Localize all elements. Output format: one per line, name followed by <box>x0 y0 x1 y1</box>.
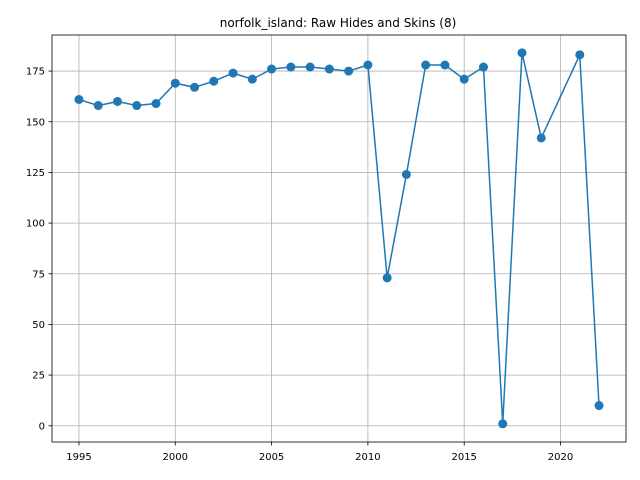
y-tick-label: 75 <box>32 269 45 280</box>
data-point <box>498 419 508 429</box>
axes: 1995 2000 2005 2010 2015 2020 0 25 50 75 100 125 150… <box>26 34 627 463</box>
data-point <box>440 60 450 70</box>
x-tick-label: 1995 <box>66 452 91 463</box>
data-point <box>536 133 546 143</box>
plot-frame <box>51 34 627 443</box>
data-point <box>112 96 122 106</box>
data-point <box>382 273 392 283</box>
series-layer <box>74 48 604 429</box>
y-tick-label: 125 <box>26 168 45 179</box>
x-tick-label: 2020 <box>548 452 573 463</box>
data-point <box>575 50 585 60</box>
data-point <box>344 66 354 76</box>
data-point <box>151 99 161 109</box>
data-point <box>132 101 142 111</box>
data-point <box>324 64 334 74</box>
y-tick-label: 175 <box>26 67 45 78</box>
data-point <box>209 76 219 86</box>
data-point <box>478 62 488 72</box>
x-tick-label: 2010 <box>355 452 380 463</box>
data-point <box>517 48 527 58</box>
y-tick-label: 0 <box>39 421 45 432</box>
data-point <box>93 101 103 111</box>
y-tick-label: 100 <box>26 219 45 230</box>
x-tick-label: 2015 <box>451 452 476 463</box>
y-tick-label: 150 <box>26 117 45 128</box>
data-point <box>74 94 84 104</box>
x-tick-label: 2000 <box>163 452 188 463</box>
data-point <box>267 64 277 74</box>
chart-title: norfolk_island: Raw Hides and Skins (8) <box>220 16 457 30</box>
data-point <box>170 78 180 88</box>
data-point <box>247 74 257 84</box>
x-tick-label: 2005 <box>259 452 284 463</box>
y-tick-label: 50 <box>32 320 45 331</box>
data-point <box>594 401 604 411</box>
grid <box>52 35 626 442</box>
data-point <box>228 68 238 78</box>
y-tick-label: 25 <box>32 371 45 382</box>
data-point <box>401 169 411 179</box>
data-point <box>459 74 469 84</box>
data-point <box>286 62 296 72</box>
data-point <box>190 82 200 92</box>
data-point <box>305 62 315 72</box>
data-point <box>363 60 373 70</box>
data-point <box>421 60 431 70</box>
